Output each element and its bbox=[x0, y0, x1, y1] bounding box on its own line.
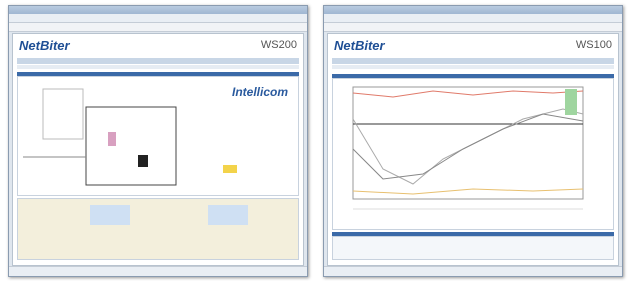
nav-bar[interactable] bbox=[17, 58, 299, 64]
table-cell bbox=[90, 205, 130, 225]
address-bar bbox=[9, 14, 307, 23]
logo: Intellicom bbox=[232, 85, 288, 99]
trend-graph bbox=[333, 79, 615, 227]
browser-window: NetBiter WS200 Intellicom bbox=[8, 5, 308, 277]
toolbar bbox=[9, 23, 307, 32]
title-bar bbox=[9, 6, 307, 14]
data-table bbox=[17, 198, 299, 260]
browser-window: NetBiter WS100 bbox=[323, 5, 623, 277]
web-page: NetBiter WS200 Intellicom bbox=[12, 33, 304, 266]
model: WS100 bbox=[576, 39, 612, 51]
sub-nav bbox=[17, 65, 299, 69]
brand: NetBiter bbox=[19, 38, 70, 53]
floor-plan-panel: Intellicom bbox=[17, 76, 299, 196]
sub-nav bbox=[332, 65, 614, 69]
address-bar bbox=[324, 14, 622, 23]
model: WS200 bbox=[261, 39, 297, 51]
toolbar bbox=[324, 23, 622, 32]
status-bar bbox=[324, 266, 622, 276]
table-cell bbox=[208, 205, 248, 225]
nav-bar[interactable] bbox=[332, 58, 614, 64]
status-bar bbox=[9, 266, 307, 276]
web-page: NetBiter WS100 bbox=[327, 33, 619, 266]
screen: NetBiter WS200 Intellicom NetBiter WS100 bbox=[0, 0, 631, 281]
trend-panel bbox=[332, 78, 614, 230]
brand: NetBiter bbox=[334, 38, 385, 53]
settings-panel bbox=[332, 236, 614, 260]
title-bar bbox=[324, 6, 622, 14]
